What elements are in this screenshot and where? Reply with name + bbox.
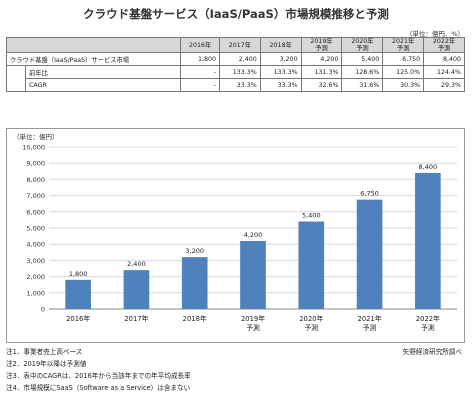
table-cell: 3,200 xyxy=(259,52,302,66)
table-header-cell: 2020年 予測 xyxy=(341,37,384,53)
footnote: 注2．2019年以降は予測値 xyxy=(6,360,87,368)
x-tick-label: 予測 xyxy=(421,323,435,332)
row-sublabel: CAGR xyxy=(24,78,182,92)
x-tick-label: 予測 xyxy=(363,323,377,332)
table-cell: 131.3% xyxy=(300,65,343,79)
bar-value-label: 4,200 xyxy=(244,231,263,239)
row-indent xyxy=(6,78,26,92)
table-cell: 33.3% xyxy=(218,78,261,92)
bar-value-label: 5,400 xyxy=(302,212,321,220)
x-tick-label: 2019年 xyxy=(241,314,265,323)
y-tick-label: 8,000 xyxy=(26,176,45,184)
x-tick-label: 2021年 xyxy=(358,314,382,323)
table-header-cell: 2017年 xyxy=(218,37,261,53)
x-tick-label: 2017年 xyxy=(124,314,148,323)
chart-frame: 0 1,000 2,000 3,000 4,000 5,000 6,000 7,000 8,00… xyxy=(6,128,465,343)
y-tick-label: 0 xyxy=(41,306,45,314)
table-header-cell: 2019年 予測 xyxy=(300,37,343,53)
table-cell: 6,750 xyxy=(382,52,425,66)
bar xyxy=(298,221,325,309)
bar-value-label: 6,750 xyxy=(360,190,379,198)
y-tick-label: 5,000 xyxy=(26,225,45,233)
y-tick-label: 1,000 xyxy=(26,289,45,297)
bar xyxy=(181,257,208,309)
x-tick-label: 2016年 xyxy=(66,314,90,323)
y-axis: 0 1,000 2,000 3,000 4,000 5,000 6,000 7,000 8,00… xyxy=(22,144,45,314)
table-header-cell: 2022年 予測 xyxy=(423,37,465,53)
x-tick-label: 予測 xyxy=(246,323,260,332)
table-cell: 125.0% xyxy=(382,65,425,79)
table-cell: 133.3% xyxy=(259,65,302,79)
y-tick-label: 7,000 xyxy=(26,192,45,200)
x-axis: 2016年 2017年 2018年 2019年予測2020年予測2021年予測2022… xyxy=(66,314,440,332)
table-cell: 128.6% xyxy=(341,65,384,79)
y-tick-label: 4,000 xyxy=(26,241,45,249)
gridlines xyxy=(49,146,457,310)
bar-chart: 0 1,000 2,000 3,000 4,000 5,000 6,000 7,000 8,00… xyxy=(13,132,457,332)
table-cell: 5,400 xyxy=(341,52,384,66)
row-sublabel: 前年比 xyxy=(24,65,182,79)
table-cell: 33.3% xyxy=(259,78,302,92)
source-credit: 矢野経済研究所調べ xyxy=(402,348,462,356)
bar xyxy=(415,172,441,309)
footnote: 注4．市場規模にSaaS（Software as a Service）は含まない xyxy=(6,384,191,392)
table-cell: 31.6% xyxy=(341,78,384,92)
y-tick-label: 9,000 xyxy=(26,160,45,168)
bars xyxy=(65,172,441,309)
table-header-cell: 2016年 xyxy=(180,37,220,53)
bar xyxy=(356,199,383,309)
bar xyxy=(65,279,91,309)
table-row: CAGR - 33.3% 33.3% 32.6% 31.6% 30.3% 29.… xyxy=(6,78,465,92)
footnotes: 注1．事業者売上高ベース 注2．2019年以降は予測値 注3．表中のCAGRは、… xyxy=(6,346,191,394)
table-cell: - xyxy=(180,78,220,92)
table-cell: 124.4% xyxy=(423,65,465,79)
bar-value-label: 2,400 xyxy=(127,260,146,268)
row-indent xyxy=(6,65,26,79)
y-tick-label: 2,000 xyxy=(26,273,45,281)
table-cell: 4,200 xyxy=(300,52,343,66)
table-cell: 30.3% xyxy=(382,78,425,92)
bar-value-label: 1,800 xyxy=(69,270,88,278)
table-cell: - xyxy=(180,65,220,79)
bar xyxy=(240,240,266,309)
y-tick-label: 6,000 xyxy=(26,208,45,216)
table-row: クラウド基盤（IaaS/PaaS）サービス市場 1,800 2,400 3,20… xyxy=(5,52,465,66)
table-cell: 32.6% xyxy=(300,78,343,92)
table-cell: 133.3% xyxy=(218,65,261,79)
x-tick-label: 2022年 xyxy=(416,314,440,323)
bar xyxy=(123,270,150,309)
row-label: クラウド基盤（IaaS/PaaS）サービス市場 xyxy=(5,52,182,66)
table-row: 前年比 - 133.3% 133.3% 131.3% 128.6% 125.0%… xyxy=(6,65,465,79)
data-labels: 1,800 2,400 3,200 4,200 5,400 6,750 8,400 xyxy=(69,163,437,278)
x-tick-label: 予測 xyxy=(304,323,318,332)
table-header-corner xyxy=(5,37,182,53)
table-cell: 2,400 xyxy=(218,52,261,66)
data-table: 2016年 2017年 2018年 2019年 予測 2020年 予測 2021年予… xyxy=(5,37,465,92)
table-header-cell: 2018年 xyxy=(259,37,302,53)
page-title: クラウド基盤サービス（IaaS/PaaS）市場規模推移と予測 xyxy=(83,7,389,21)
bar-value-label: 8,400 xyxy=(419,163,438,171)
table-cell: 8,400 xyxy=(423,52,465,66)
x-tick-label: 2018年 xyxy=(183,314,207,323)
y-tick-label: 3,000 xyxy=(26,257,45,265)
table-cell: 1,800 xyxy=(180,52,220,66)
table-cell: 29.3% xyxy=(423,78,465,92)
table-header-cell: 2021年 予測 xyxy=(382,37,425,53)
table-units: （単位：億円、%） xyxy=(405,30,464,38)
footnote: 注1．事業者売上高ベース xyxy=(6,348,83,356)
footnote: 注3．表中のCAGRは、2016年から当該年までの年平均成長率 xyxy=(6,372,191,380)
y-tick-label: 10,000 xyxy=(22,144,45,152)
bar-value-label: 3,200 xyxy=(185,247,204,255)
table-header-row: 2016年 2017年 2018年 2019年 予測 2020年 予測 2021年予… xyxy=(5,37,465,53)
x-tick-label: 2020年 xyxy=(299,314,323,323)
chart-unit-label: （単位：億円） xyxy=(13,132,59,141)
